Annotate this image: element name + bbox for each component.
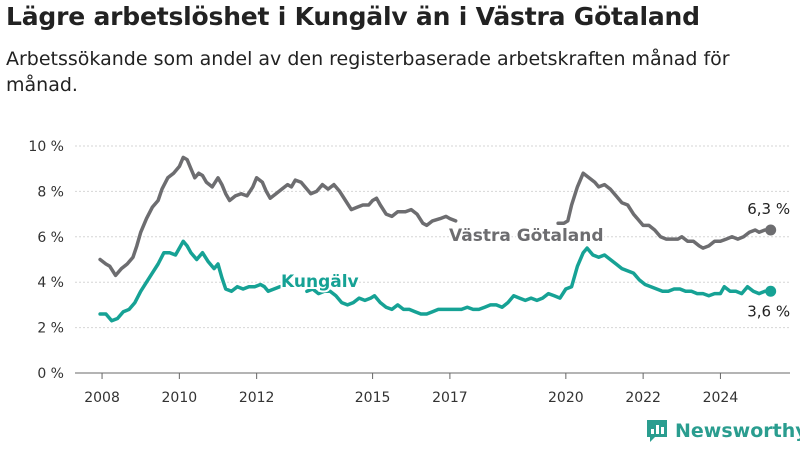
series-lines [98,155,777,323]
series-end-dot [765,224,777,236]
x-tick-label: 2020 [548,390,584,406]
x-axis-ticks: 2008 2010 2012 2015 2017 2020 2022 2024 [84,373,738,406]
series-label-kungalv: Kungälv [281,272,359,292]
y-tick-label: 10 % [28,139,64,155]
y-tick-label: 2 % [37,321,64,337]
chart-title: Lägre arbetslöshet i Kungälv än i Västra… [6,2,700,31]
y-tick-label: 6 % [37,230,64,246]
end-value-label: 3,6 % [747,302,790,320]
series-line [98,155,773,278]
y-tick-label: 8 % [37,184,64,200]
series-line [98,239,773,323]
chart-subtitle: Arbetssökande som andel av den registerb… [6,48,730,96]
end-value-label: 6,3 % [747,200,790,218]
series-label-vastra-gotaland: Västra Götaland [449,226,604,246]
x-tick-label: 2012 [239,390,275,406]
x-tick-label: 2010 [162,390,198,406]
bar-chart-logo-icon [647,420,667,442]
x-tick-label: 2008 [84,390,120,406]
y-tick-label: 4 % [37,275,64,291]
brand-name: Newsworthy [675,420,800,442]
series-end-dot [765,285,777,297]
x-tick-label: 2022 [625,390,661,406]
x-tick-label: 2024 [703,390,739,406]
x-tick-label: 2015 [355,390,391,406]
y-tick-label: 0 % [37,366,64,382]
newsworthy-logo[interactable]: Newsworthy [645,418,800,444]
x-tick-label: 2017 [432,390,468,406]
y-axis-ticks: 0 % 2 % 4 % 6 % 8 % 10 % [28,139,64,382]
series-labels: Västra Götaland Kungälv 6,3 % 3,6 % [279,200,790,320]
grid-lines [75,145,790,374]
